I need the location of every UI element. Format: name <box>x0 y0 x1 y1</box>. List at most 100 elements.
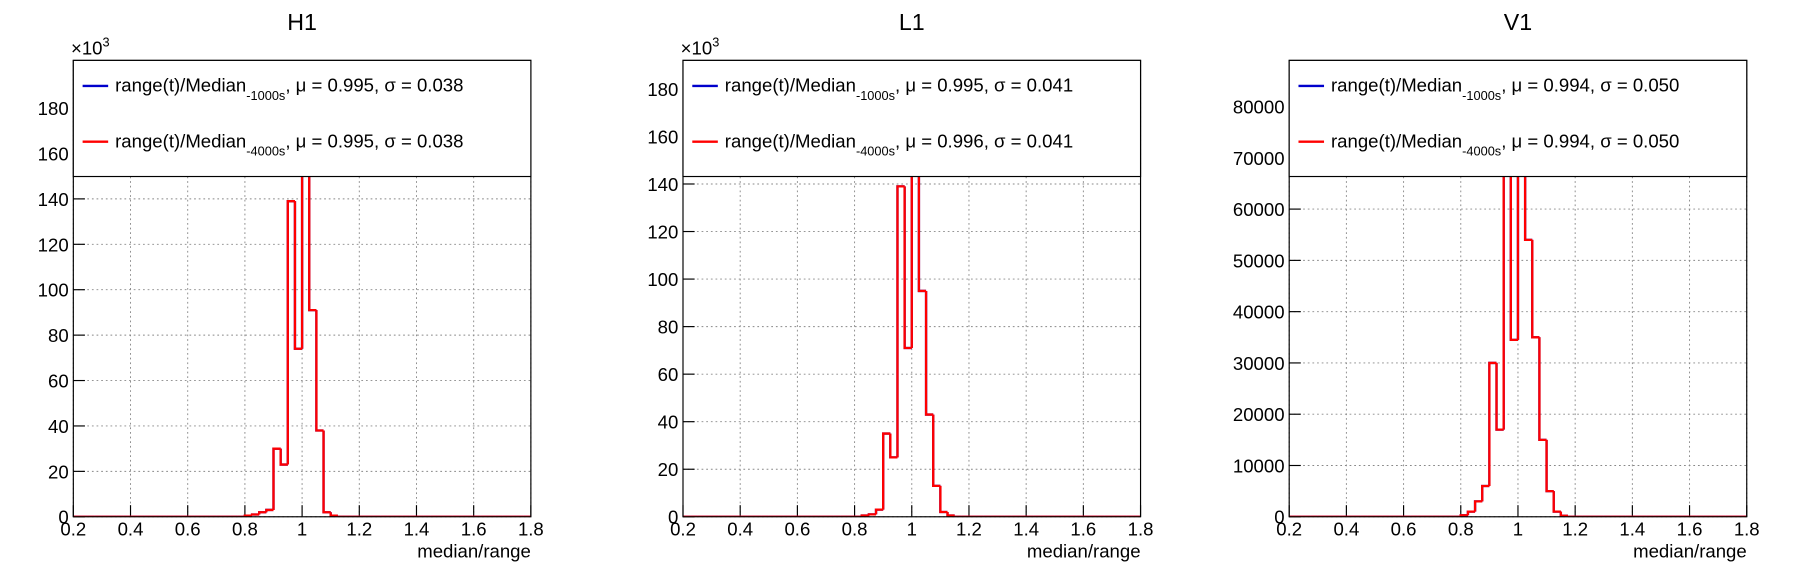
histogram-bin <box>1488 361 1497 487</box>
x-axis-label: median/range <box>417 540 531 561</box>
y-tick-label: 160 <box>647 126 678 147</box>
y-tick-label: 50000 <box>1233 250 1285 271</box>
x-tick-label: 0.8 <box>232 518 258 539</box>
x-tick-label: 0.6 <box>1391 518 1417 539</box>
histogram-bin <box>329 512 338 517</box>
x-tick-label: 0.4 <box>727 518 753 539</box>
x-tick-label: 1.2 <box>1562 518 1588 539</box>
x-tick-label: 1.4 <box>404 518 430 539</box>
x-tick-label: 1 <box>1513 518 1523 539</box>
y-tick-label: 180 <box>647 79 678 100</box>
y-tick-label: 70000 <box>1233 148 1285 169</box>
y-tick-label: 40000 <box>1233 302 1285 323</box>
legend-stats: , μ = 0.994, σ = 0.050 <box>1501 75 1679 96</box>
legend-subscript: -4000s <box>1462 144 1501 159</box>
y-tick-label: 60000 <box>1233 199 1285 220</box>
legend-subscript: -1000s <box>246 88 285 103</box>
histogram-bin <box>953 515 962 517</box>
y-tick-label: 0 <box>58 507 68 528</box>
y-tick-label: 140 <box>647 174 678 195</box>
histogram-bin <box>867 513 877 516</box>
histogram-bin <box>286 200 295 465</box>
chart-title: H1 <box>287 9 317 35</box>
y-tick-label: 80 <box>48 325 69 346</box>
legend-name: range(t)/Median <box>1331 75 1462 96</box>
legend-label: range(t)/Median-1000s, μ = 0.995, σ = 0.… <box>725 75 1073 103</box>
y-tick-label: 180 <box>38 98 69 119</box>
y-exponent: ×103 <box>71 34 110 58</box>
y-tick-label: 80000 <box>1233 97 1285 118</box>
legend-name: range(t)/Median <box>1331 130 1462 151</box>
legend-stats: , μ = 0.995, σ = 0.038 <box>285 75 463 96</box>
histogram-bin <box>1466 510 1476 516</box>
x-tick-label: 1.6 <box>461 518 487 539</box>
x-tick-label: 0.8 <box>1448 518 1474 539</box>
histogram-bin <box>293 201 303 350</box>
legend-label: range(t)/Median-4000s, μ = 0.996, σ = 0.… <box>725 130 1073 158</box>
x-tick-label: 0.4 <box>118 518 144 539</box>
legend-name: range(t)/Median <box>115 75 246 96</box>
histogram-bin <box>896 185 905 458</box>
x-axis-label: median/range <box>1633 540 1747 561</box>
x-tick-label: 1.8 <box>518 518 544 539</box>
y-exponent: ×103 <box>681 34 720 58</box>
x-tick-label: 1.4 <box>1619 518 1645 539</box>
histogram-bin <box>250 513 260 516</box>
x-tick-label: 0.6 <box>175 518 201 539</box>
x-tick-label: 1.8 <box>1128 518 1154 539</box>
legend-subscript: -1000s <box>1462 88 1501 103</box>
histogram-bin <box>1495 362 1504 431</box>
y-exponent-base: ×10 <box>681 38 713 59</box>
legend-subscript: -1000s <box>856 88 895 103</box>
y-tick-label: 100 <box>38 280 69 301</box>
histogram-bin <box>1559 511 1569 517</box>
histogram-bin <box>265 508 274 513</box>
histogram-bin <box>924 290 934 416</box>
histogram-bin <box>903 186 912 350</box>
legend-subscript: -4000s <box>856 144 895 159</box>
y-tick-label: 0 <box>668 507 678 528</box>
y-tick-label: 140 <box>38 189 69 210</box>
legend-stats: , μ = 0.995, σ = 0.041 <box>895 75 1073 96</box>
x-tick-label: 1 <box>297 518 307 539</box>
legend-label: range(t)/Median-1000s, μ = 0.995, σ = 0.… <box>115 75 463 103</box>
histogram-bin <box>939 485 948 514</box>
y-tick-label: 60 <box>48 371 69 392</box>
histogram-bin <box>1552 491 1561 513</box>
y-exponent-base: ×10 <box>71 38 103 59</box>
legend-name: range(t)/Median <box>725 130 856 151</box>
x-tick-label: 0.8 <box>842 518 868 539</box>
x-tick-label: 0.2 <box>1276 518 1302 539</box>
legend-box <box>72 59 532 178</box>
histogram-bin <box>322 430 331 514</box>
legend-subscript: -4000s <box>246 144 285 159</box>
legend-stats: , μ = 0.995, σ = 0.038 <box>285 130 463 151</box>
y-tick-label: 40 <box>48 416 69 437</box>
legend-name: range(t)/Median <box>115 130 246 151</box>
y-tick-label: 120 <box>38 234 69 255</box>
legend-box <box>682 59 1142 178</box>
y-tick-label: 80 <box>658 317 679 338</box>
legend-stats: , μ = 0.996, σ = 0.041 <box>895 130 1073 151</box>
y-tick-label: 10000 <box>1233 455 1285 476</box>
x-tick-label: 1.6 <box>1070 518 1096 539</box>
legend-label: range(t)/Median-4000s, μ = 0.995, σ = 0.… <box>115 130 463 158</box>
histogram-bin <box>874 508 884 515</box>
histogram-bin <box>946 512 955 517</box>
histogram-bin <box>1545 439 1554 493</box>
x-tick-label: 0.4 <box>1333 518 1359 539</box>
x-tick-label: 1.2 <box>346 518 372 539</box>
x-tick-label: 0.6 <box>784 518 810 539</box>
histogram-bin <box>889 433 898 459</box>
y-exponent-power: 3 <box>103 34 110 49</box>
y-exponent-power: 3 <box>712 34 719 49</box>
y-tick-label: 160 <box>38 143 69 164</box>
legend-label: range(t)/Median-1000s, μ = 0.994, σ = 0.… <box>1331 75 1679 103</box>
histogram-bin <box>1531 239 1540 339</box>
y-tick-label: 20 <box>658 459 679 480</box>
histogram-bin <box>1538 337 1547 442</box>
chart-title: V1 <box>1504 9 1532 35</box>
x-tick-label: 1.6 <box>1677 518 1703 539</box>
x-tick-label: 0.2 <box>60 518 86 539</box>
